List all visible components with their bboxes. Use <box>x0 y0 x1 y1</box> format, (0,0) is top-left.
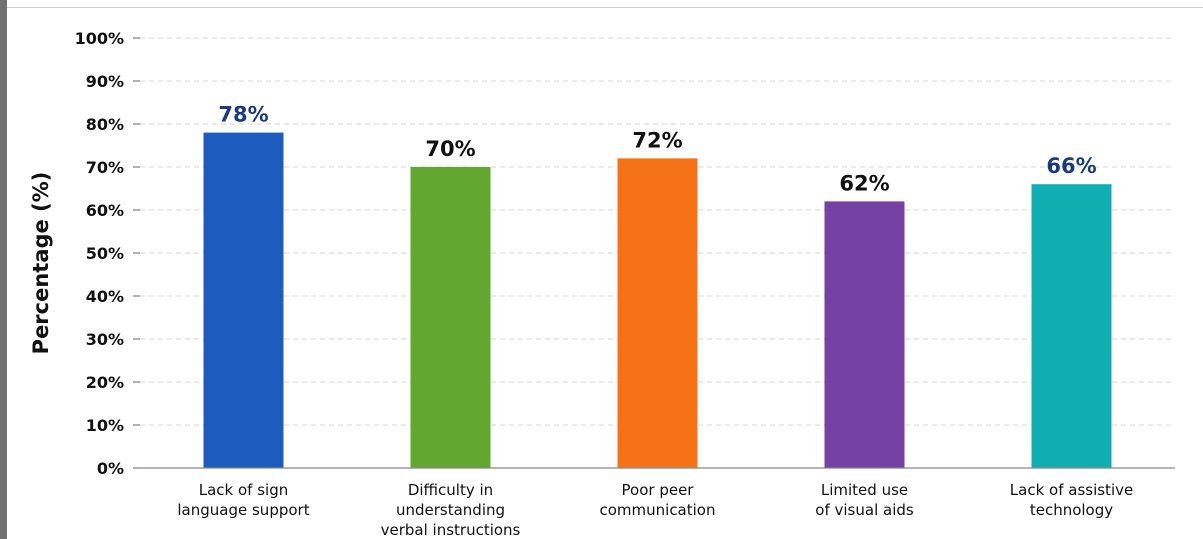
x-tick-label: Lack of assistive technology <box>1010 481 1133 519</box>
x-tick-label: Lack of sign language support <box>177 481 309 519</box>
y-tick-label: 80% <box>86 115 124 134</box>
y-tick-label: 70% <box>86 158 124 177</box>
bar <box>617 158 698 468</box>
value-label: 78% <box>218 103 268 127</box>
bars <box>203 132 1112 468</box>
x-tick-label: Poor peer communication <box>599 481 715 519</box>
y-axis-ticks: 0% 10% 20% 30% 40% 50% 60% 70% 80% 90% 100% <box>75 29 140 478</box>
y-tick-label: 30% <box>86 330 124 349</box>
bar <box>203 132 284 468</box>
x-tick-label: Difficulty in understanding verbal instruc… <box>381 481 521 539</box>
value-label: 66% <box>1046 154 1096 178</box>
value-labels: 78% 70% 72% 62% 66% <box>218 103 1096 196</box>
x-axis-labels: Lack of sign language support Difficulty i… <box>177 481 1133 539</box>
y-tick-label: 90% <box>86 72 124 91</box>
left-border <box>0 0 7 539</box>
y-axis-title: Percentage (%) <box>29 172 53 355</box>
bar <box>410 167 491 468</box>
y-tick-label: 0% <box>97 459 124 478</box>
value-label: 62% <box>839 171 889 195</box>
top-border <box>7 7 1203 8</box>
y-tick-label: 60% <box>86 201 124 220</box>
y-tick-label: 10% <box>86 416 124 435</box>
bar <box>1031 184 1112 468</box>
x-tick-label: Limited use of visual aids <box>815 481 914 519</box>
value-label: 72% <box>632 128 682 152</box>
y-tick-label: 100% <box>75 29 124 48</box>
y-tick-label: 20% <box>86 373 124 392</box>
bar <box>824 201 905 468</box>
y-tick-label: 50% <box>86 244 124 263</box>
y-tick-label: 40% <box>86 287 124 306</box>
value-label: 70% <box>425 137 475 161</box>
